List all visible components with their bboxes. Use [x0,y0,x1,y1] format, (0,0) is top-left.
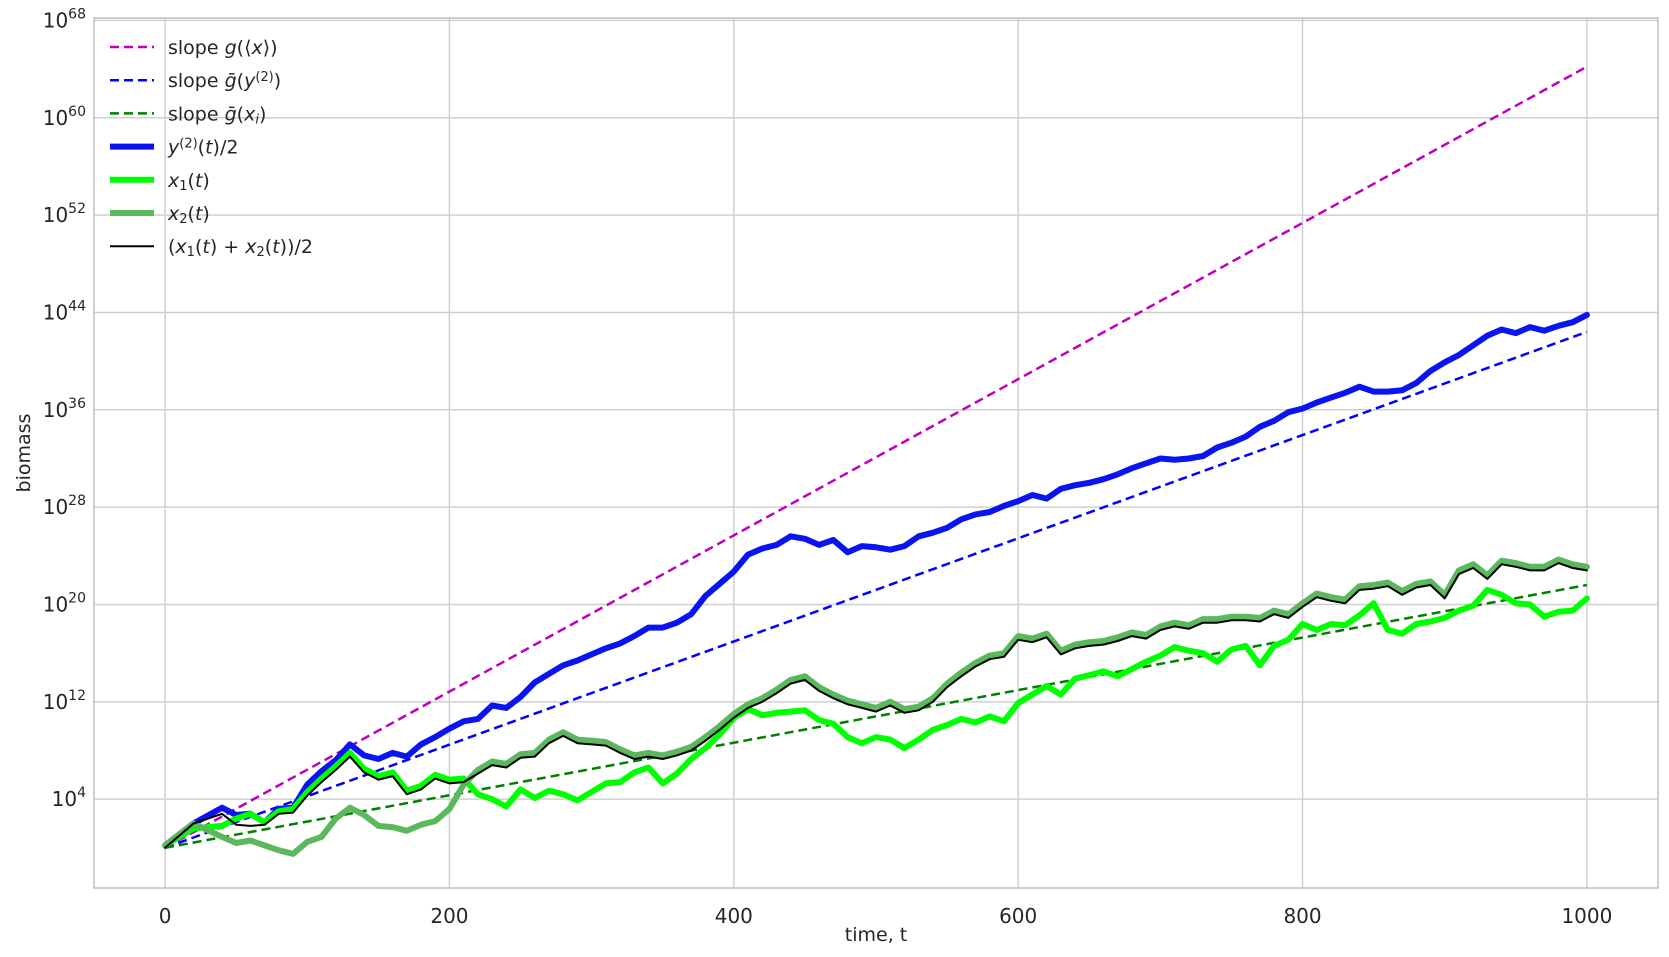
x-tick-1000: 1000 [1561,904,1612,928]
series-mean_x [164,562,1588,849]
x-axis-label: time, t [845,924,907,946]
grid-lines [94,18,1658,888]
legend-label-x2: x2(t) [167,203,210,227]
legend-item-slope_gbar_y2: slope ḡ(y(2)) [110,70,281,92]
series-y2_half [162,311,1590,849]
legend-item-y2_half: y(2)(t)/2 [110,137,238,159]
y-tick-44: 1044 [43,298,86,324]
y-tick-28: 1028 [43,493,86,519]
x-tick-0: 0 [159,904,172,928]
y-tick-36: 1036 [43,396,86,422]
legend-item-mean_x: (x1(t) + x2(t))/2 [110,236,313,260]
x-tick-400: 400 [715,904,753,928]
series-slope_gbar_y2 [164,330,1588,849]
x-tick-labels: 0 200 400 600 800 1000 [159,904,1613,928]
x-tick-600: 600 [999,904,1037,928]
series-x2 [162,556,1590,857]
y-tick-52: 1052 [43,201,86,227]
x-tick-800: 800 [1283,904,1321,928]
series-slope_g_x [164,65,1588,849]
y-tick-4: 104 [52,785,86,811]
legend: slope g(⟨x⟩) slope ḡ(y(2)) slope ḡ(xi) y(2)… [110,37,313,260]
legend-label-slope_g_x: slope g(⟨x⟩) [168,37,278,59]
legend-label-x1: x1(t) [167,170,210,194]
x-tick-200: 200 [430,904,468,928]
y-tick-12: 1012 [43,688,86,714]
y-tick-labels: 104 1012 1020 1028 1036 1044 1052 1060 1068 [43,6,86,811]
series-layer [162,65,1590,857]
legend-item-slope_g_x: slope g(⟨x⟩) [110,37,278,59]
legend-label-y2_half: y(2)(t)/2 [167,137,238,159]
y-axis-label: biomass [13,414,35,493]
legend-item-slope_gbar_xi: slope ḡ(xi) [110,103,266,128]
legend-label-mean_x: (x1(t) + x2(t))/2 [168,236,313,260]
series-x1 [162,586,1590,849]
y-tick-20: 1020 [43,590,86,616]
legend-label-slope_gbar_xi: slope ḡ(xi) [168,103,266,127]
y-tick-68: 1068 [43,6,86,32]
legend-label-slope_gbar_y2: slope ḡ(y(2)) [168,70,281,92]
legend-item-x1: x1(t) [110,170,210,194]
series-slope_gbar_xi [164,583,1588,850]
legend-item-x2: x2(t) [110,203,210,227]
plot-frame [93,17,1659,889]
y-tick-60: 1060 [43,104,86,130]
